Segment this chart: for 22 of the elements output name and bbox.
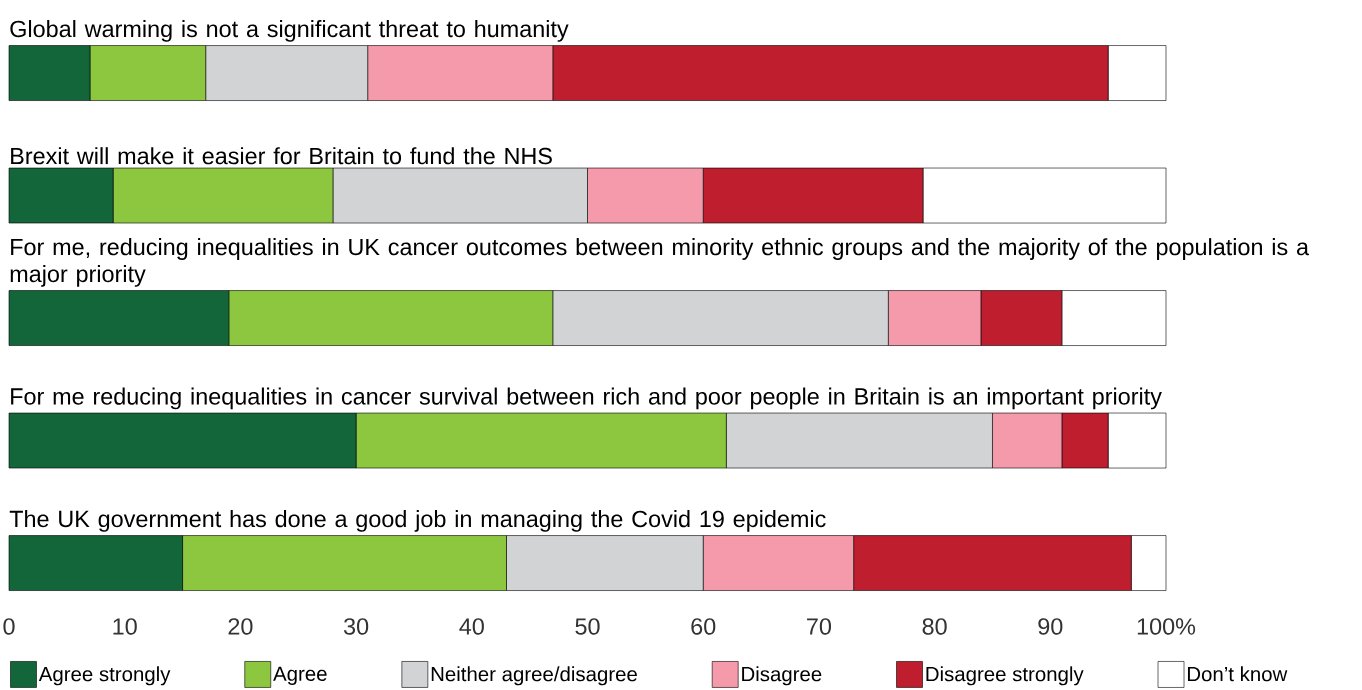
x-tick-label: 70 (807, 618, 832, 635)
x-tick-label: 10 (113, 618, 137, 635)
x-tick-label: 100% (1137, 618, 1196, 635)
legend-label: Agree (273, 666, 327, 685)
legend-label: Disagree strongly (926, 666, 1084, 686)
legend-label: Don’t know (1187, 666, 1288, 682)
x-tick-label: 50 (575, 618, 600, 635)
x-tick-label: 60 (691, 618, 716, 635)
y-tick-label: The UK government has done a good job in managing the Covid 19 epidemic (9, 510, 826, 532)
x-tick-label: 30 (343, 618, 369, 635)
legend-label: Agree strongly (38, 666, 171, 686)
y-tick-label: For me, reducing inequalities in UK cancer outcomes between minority ethnic groups and the majority of the population is a major priority (10, 238, 1309, 287)
y-tick-label: For me reducing inequalities in cancer survival between rich and poor people in Britain is an important priority (11, 387, 1162, 410)
x-tick-label: 90 (1038, 618, 1063, 635)
legend-label: Disagree (742, 666, 822, 686)
y-tick-label: Global warming is not a significant threat to humanity (10, 20, 569, 42)
y-tick-label: Brexit will make it easier for Britain to fund the NHS (11, 147, 552, 165)
x-tick-label: 80 (922, 618, 947, 635)
x-tick-label: 40 (459, 618, 484, 635)
x-tick-label: 0 (3, 618, 15, 635)
x-tick-label: 20 (228, 618, 253, 635)
legend-label: Neither agree/disagree (431, 666, 637, 686)
